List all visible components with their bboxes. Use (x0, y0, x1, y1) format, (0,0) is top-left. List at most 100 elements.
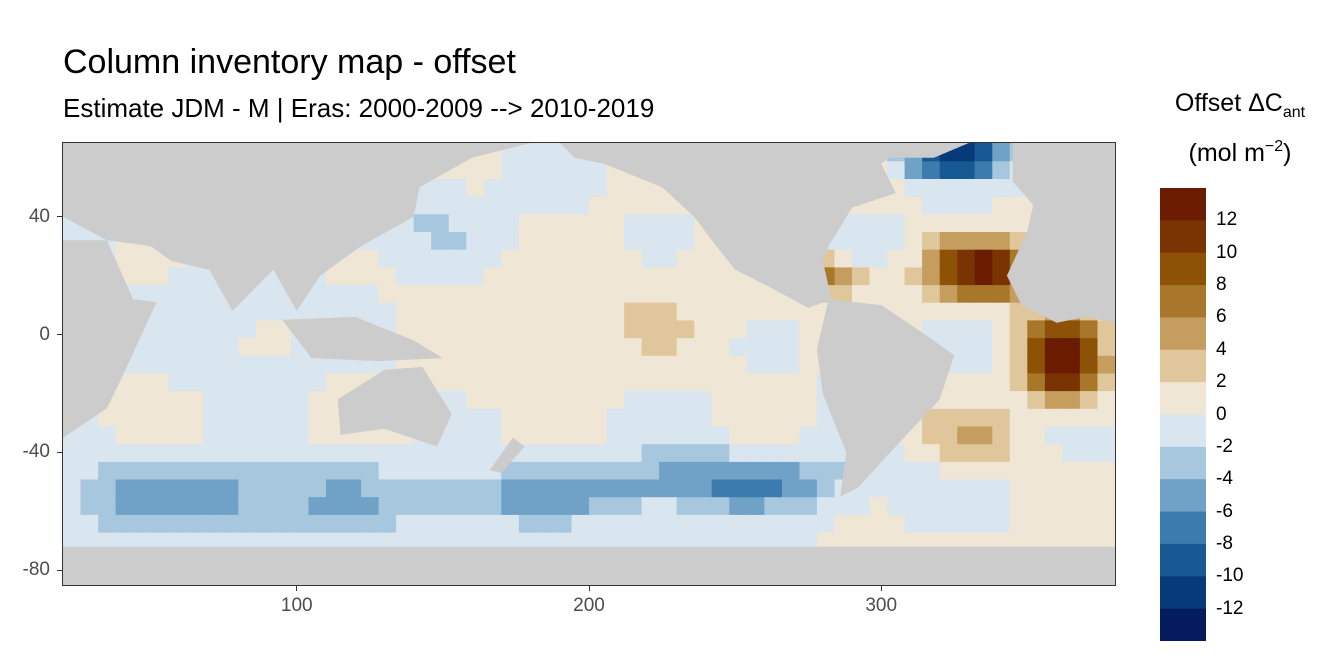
ocean-cell (1079, 425, 1098, 445)
ocean-cell (1009, 355, 1028, 374)
ocean-cell (992, 372, 1011, 392)
ocean-cell (255, 425, 274, 445)
ocean-cell (589, 266, 608, 286)
ocean-cell (255, 514, 274, 533)
ocean-cell (1062, 337, 1081, 356)
ocean-cell (255, 284, 274, 303)
ocean-cell (711, 284, 730, 303)
ocean-cell (536, 302, 555, 321)
ocean-cell (957, 443, 976, 462)
ocean-cell (746, 319, 765, 339)
ocean-cell (466, 231, 485, 250)
ocean-cell (589, 390, 608, 409)
legend-label: -12 (1216, 597, 1244, 619)
ocean-cell (922, 514, 941, 533)
ocean-cell (992, 284, 1011, 303)
ocean-cell (957, 496, 976, 515)
ocean-cell (553, 266, 572, 286)
ocean-cell (168, 408, 187, 427)
ocean-cell (729, 355, 748, 374)
ocean-cell (518, 514, 537, 533)
ocean-cell (483, 160, 502, 179)
ocean-cell (834, 266, 853, 286)
ocean-cell (466, 425, 485, 445)
ocean-cell (571, 514, 590, 533)
ocean-cell (150, 461, 169, 480)
ocean-cell (676, 408, 695, 427)
ocean-cell (361, 249, 380, 268)
ocean-cell (852, 284, 871, 303)
ocean-cell (781, 425, 800, 445)
ocean-cell (624, 408, 643, 427)
ocean-cell (764, 514, 783, 533)
ocean-cell (729, 372, 748, 392)
chart-subtitle: Estimate JDM - M | Eras: 2000-2009 --> 2… (63, 93, 655, 123)
ocean-cell (571, 496, 590, 515)
ocean-cell (80, 514, 99, 533)
ocean-cell (553, 319, 572, 339)
ocean-cell (1044, 390, 1063, 409)
ocean-cell (834, 249, 853, 268)
ocean-cell (1009, 478, 1028, 498)
ocean-cell (764, 372, 783, 392)
indonesia-land (282, 316, 443, 362)
legend-title-main: Offset ΔC (1174, 89, 1283, 117)
ocean-cell (729, 461, 748, 480)
legend-unit-suffix: ) (1283, 139, 1292, 167)
ocean-cell (1009, 337, 1028, 356)
legend-label: 4 (1216, 338, 1227, 360)
ocean-cell (150, 390, 169, 409)
ocean-cell (483, 372, 502, 392)
ocean-cell (255, 478, 274, 498)
ocean-cell (904, 178, 923, 197)
ocean-cell (939, 196, 958, 215)
ocean-cell (185, 355, 204, 374)
ocean-cell (431, 532, 450, 551)
ocean-cell (764, 425, 783, 445)
ocean-cell (361, 514, 380, 533)
ocean-cell (746, 514, 765, 533)
ocean-cell (501, 231, 520, 250)
ocean-cell (273, 372, 292, 392)
ocean-cell (974, 302, 993, 321)
ocean-cell (676, 425, 695, 445)
ocean-cell (98, 461, 117, 480)
ocean-cell (957, 160, 976, 179)
ocean-cell (150, 284, 169, 303)
colorbar-segment (1160, 285, 1206, 319)
ocean-cell (150, 443, 169, 462)
ocean-cell (536, 372, 555, 392)
ocean-cell (694, 372, 713, 392)
ocean-cell (431, 213, 450, 232)
ocean-cell (1027, 372, 1046, 392)
ocean-cell (396, 302, 415, 321)
ocean-cell (483, 196, 502, 215)
ocean-cell (343, 266, 362, 286)
ocean-cell (466, 461, 485, 480)
ocean-cell (483, 355, 502, 374)
ocean-cell (939, 249, 958, 268)
ocean-cell (431, 284, 450, 303)
ocean-cell (641, 514, 660, 533)
ocean-cell (974, 266, 993, 286)
ocean-cell (904, 461, 923, 480)
ocean-cell (238, 408, 257, 427)
ocean-cell (431, 461, 450, 480)
x-tick-label: 100 (280, 595, 313, 616)
ocean-cell (624, 443, 643, 462)
ocean-cell (80, 461, 99, 480)
ocean-cell (799, 514, 818, 533)
ocean-cell (115, 425, 134, 445)
ocean-cell (571, 425, 590, 445)
ocean-cell (659, 372, 678, 392)
ocean-cell (133, 390, 152, 409)
ocean-cell (396, 266, 415, 286)
ocean-cell (396, 231, 415, 250)
ocean-cell (904, 213, 923, 232)
ocean-cell (448, 372, 467, 392)
ocean-cell (518, 478, 537, 498)
ocean-cell (694, 390, 713, 409)
ocean-cell (326, 496, 345, 515)
ocean-cell (185, 461, 204, 480)
ocean-cell (799, 355, 818, 374)
